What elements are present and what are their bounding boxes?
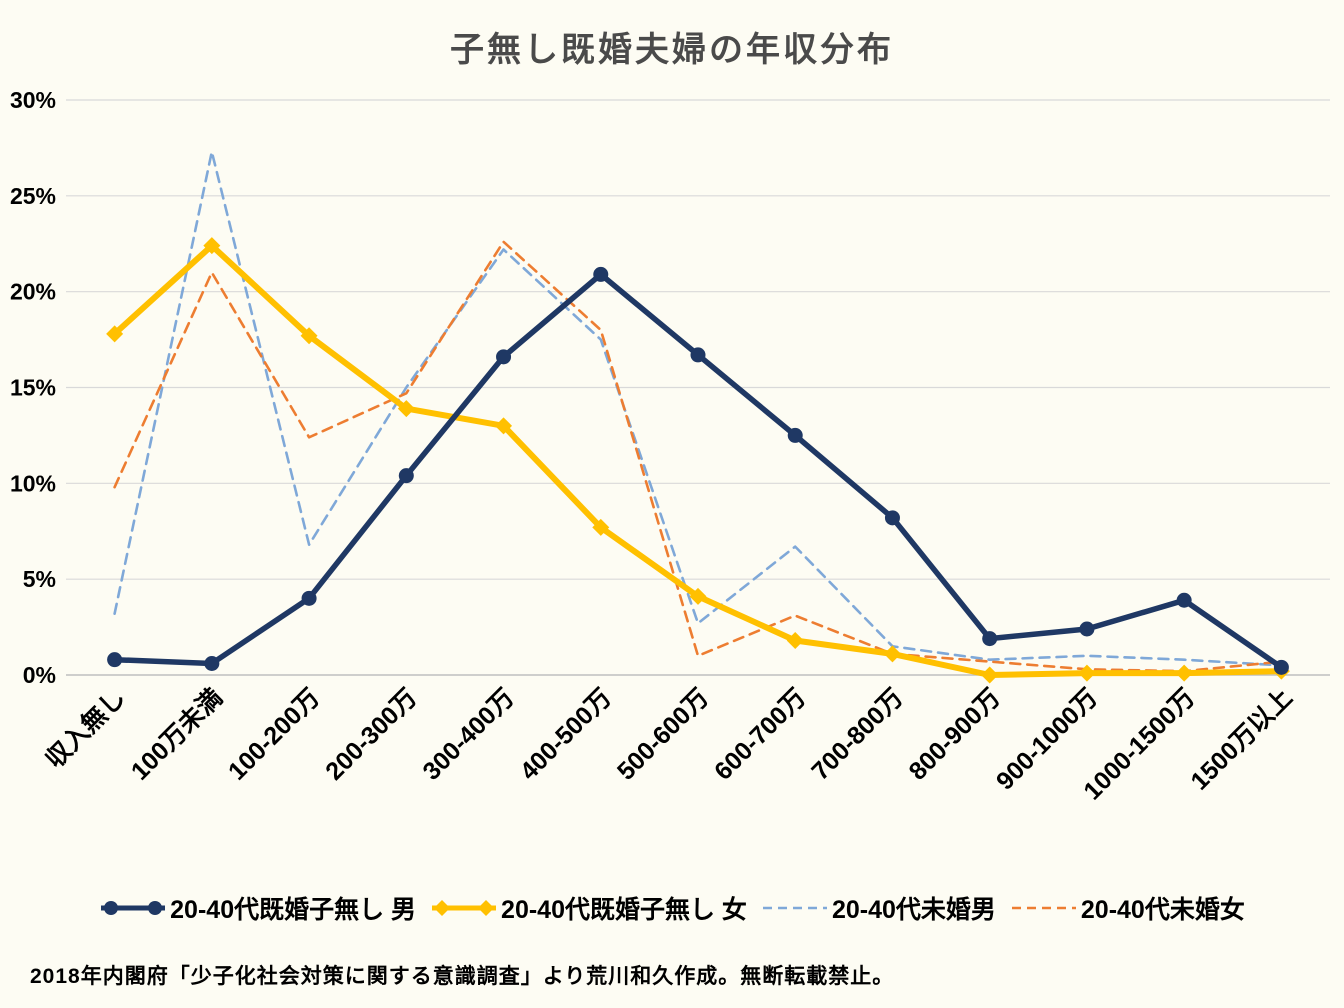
data-point-marker bbox=[689, 587, 707, 605]
y-tick-label: 20% bbox=[10, 279, 56, 305]
data-point-marker bbox=[884, 510, 900, 526]
data-point-marker bbox=[1176, 592, 1192, 608]
data-point-marker bbox=[398, 468, 414, 484]
data-point-marker bbox=[1078, 664, 1096, 682]
legend-sample-2 bbox=[762, 906, 827, 910]
legend-label-0: 20-40代既婚子無し 男 bbox=[170, 896, 417, 924]
legend-item-2: 20-40代未婚男 bbox=[761, 890, 996, 926]
legend-item-1: 20-40代既婚子無し 女 bbox=[430, 890, 747, 926]
x-axis-labels: 収入無し100万未満100-200万200-300万300-400万400-50… bbox=[40, 683, 1298, 806]
data-point-marker bbox=[787, 427, 803, 443]
legend-marker bbox=[148, 901, 163, 915]
source-attribution: 2018年内閣府「少子化社会対策に関する意識調査」より荒川和久作成。無断転載禁止… bbox=[30, 965, 895, 988]
data-point-marker bbox=[203, 237, 221, 255]
legend-sample-0 bbox=[101, 901, 166, 915]
income-distribution-chart: 0% 5% 10% 15% 20% 25% 30% 収入無し100万未満100-200万200… bbox=[10, 87, 1330, 806]
data-point-marker bbox=[106, 325, 124, 343]
data-point-marker bbox=[300, 327, 318, 345]
y-tick-label: 10% bbox=[10, 470, 56, 496]
x-tick-label: 収入無し bbox=[40, 683, 131, 774]
x-tick-label: 400-500万 bbox=[515, 683, 617, 785]
x-tick-label: 300-400万 bbox=[417, 683, 519, 785]
data-point-marker bbox=[981, 666, 999, 684]
x-tick-label: 500-600万 bbox=[612, 683, 714, 785]
data-point-marker bbox=[690, 347, 706, 363]
data-point-marker bbox=[1175, 664, 1193, 682]
legend-label-3: 20-40代未婚女 bbox=[1080, 896, 1245, 924]
x-tick-label: 100万未満 bbox=[126, 683, 228, 785]
data-point-marker bbox=[982, 631, 998, 647]
x-tick-label: 700-800万 bbox=[806, 683, 908, 785]
legend-marker bbox=[104, 901, 119, 915]
y-tick-label: 5% bbox=[23, 566, 56, 592]
legend-sample-1 bbox=[432, 900, 497, 916]
data-point-marker bbox=[1079, 621, 1095, 637]
y-tick-label: 30% bbox=[10, 87, 56, 113]
chart-legend: 20-40代既婚子無し 男 20-40代既婚子無し 女 20-40代未婚男 20-40… bbox=[0, 890, 1344, 926]
y-tick-label: 25% bbox=[10, 183, 56, 209]
data-point-marker bbox=[592, 518, 610, 536]
data-point-marker bbox=[107, 652, 123, 668]
series-line-3 bbox=[113, 240, 1283, 673]
y-tick-label: 0% bbox=[23, 662, 56, 688]
legend-marker bbox=[434, 900, 451, 916]
plot-series bbox=[106, 150, 1290, 684]
x-tick-label: 800-900万 bbox=[904, 683, 1006, 785]
data-point-marker bbox=[204, 656, 220, 671]
y-axis-labels: 0% 5% 10% 15% 20% 25% 30% bbox=[10, 87, 56, 688]
series-line-2 bbox=[113, 150, 1283, 667]
data-point-marker bbox=[786, 632, 804, 649]
legend-marker bbox=[478, 900, 495, 916]
legend-item-3: 20-40代未婚女 bbox=[1010, 890, 1245, 926]
legend-item-0: 20-40代既婚子無し 男 bbox=[99, 890, 416, 926]
data-point-marker bbox=[883, 645, 901, 663]
chart-title: 子無し既婚夫婦の年収分布 bbox=[450, 31, 894, 69]
x-tick-label: 100-200万 bbox=[223, 683, 325, 785]
data-point-marker bbox=[495, 417, 513, 435]
data-point-marker bbox=[593, 266, 609, 282]
data-point-marker bbox=[301, 590, 317, 606]
legend-label-2: 20-40代未婚男 bbox=[831, 896, 996, 924]
data-point-marker bbox=[397, 400, 415, 418]
x-tick-label: 200-300万 bbox=[320, 683, 422, 785]
legend-label-1: 20-40代既婚子無し 女 bbox=[501, 896, 747, 924]
y-tick-label: 15% bbox=[10, 375, 56, 401]
data-point-marker bbox=[496, 349, 512, 365]
x-tick-label: 1500万以上 bbox=[1185, 683, 1297, 795]
x-tick-label: 600-700万 bbox=[709, 683, 811, 785]
data-point-marker bbox=[1273, 659, 1289, 675]
legend-sample-3 bbox=[1011, 906, 1076, 910]
